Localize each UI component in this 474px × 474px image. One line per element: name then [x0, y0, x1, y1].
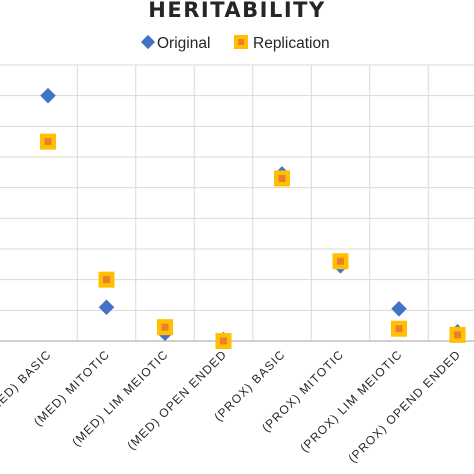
x-tick-label: (PROX) OPEND ENDED: [345, 347, 463, 465]
point-replication-center: [161, 323, 169, 331]
legend-marker-original: [140, 34, 156, 50]
legend: Original Replication: [140, 34, 330, 52]
point-replication-center: [44, 138, 52, 146]
point-replication-center: [220, 337, 227, 345]
legend-item-original: Original: [140, 34, 210, 52]
gridlines: [0, 64, 474, 341]
point-replication-center: [103, 276, 110, 284]
x-tick-labels: (MED) BASIC(MED) MITOTIC(MED) LIM MEIOTI…: [0, 347, 464, 465]
legend-marker-replication-center: [238, 39, 244, 45]
chart-title: HERITABILITY: [148, 0, 325, 22]
point-original: [391, 301, 407, 317]
point-replication-center: [337, 257, 344, 265]
legend-label-original: Original: [157, 35, 210, 52]
legend-item-replication: Replication: [234, 35, 330, 52]
point-replication-center: [278, 174, 286, 182]
x-tick-label: (PROX) LIM MEIOTIC: [297, 347, 405, 455]
point-original: [40, 87, 56, 104]
point-replication-center: [395, 325, 403, 333]
point-replication-center: [454, 331, 461, 339]
x-tick-label: (MED) OPEN ENDED: [124, 347, 229, 452]
data-points: [40, 87, 466, 349]
point-original: [98, 299, 115, 316]
x-tick-label: (MED) LIM MEIOTIC: [69, 347, 171, 449]
legend-label-replication: Replication: [253, 35, 330, 52]
